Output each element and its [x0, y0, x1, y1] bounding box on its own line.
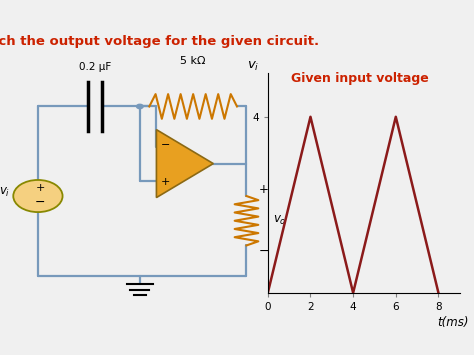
Circle shape: [13, 180, 63, 212]
Text: +: +: [258, 183, 268, 196]
Text: −: −: [35, 196, 46, 209]
Text: $v_i$: $v_i$: [246, 60, 259, 73]
Text: +: +: [161, 177, 171, 187]
Text: 5 kΩ: 5 kΩ: [181, 56, 206, 66]
Circle shape: [137, 104, 143, 109]
Text: −: −: [161, 140, 171, 150]
Polygon shape: [156, 130, 213, 198]
Text: −: −: [258, 245, 269, 258]
Text: 0.2 μF: 0.2 μF: [79, 62, 111, 72]
Text: $v_o$: $v_o$: [273, 214, 286, 227]
Text: t(ms): t(ms): [438, 316, 469, 329]
Text: Sketch the output voltage for the given circuit.: Sketch the output voltage for the given …: [0, 36, 319, 48]
Text: Given input voltage: Given input voltage: [292, 72, 429, 86]
Text: $v_i$: $v_i$: [0, 186, 10, 200]
Text: +: +: [36, 183, 45, 193]
